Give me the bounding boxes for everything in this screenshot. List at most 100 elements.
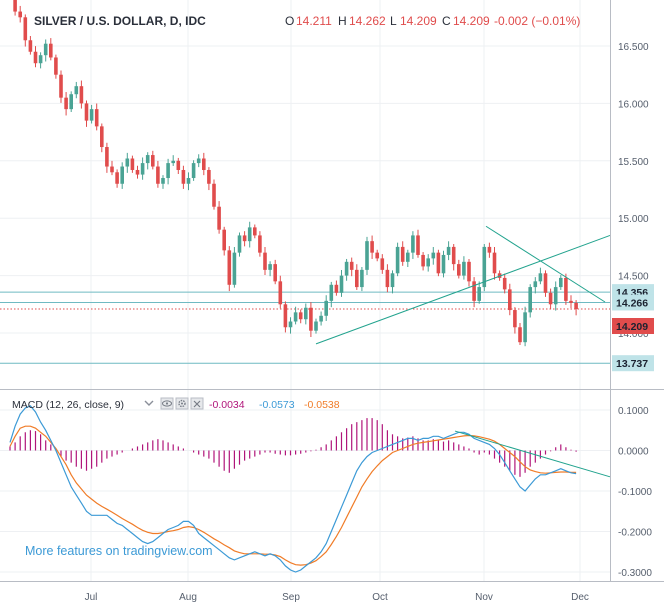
candle [344, 258, 349, 281]
macd-tick-label: -0.2000 [618, 528, 652, 539]
candle [395, 242, 400, 277]
macd-tick-label: -0.1000 [618, 487, 652, 498]
candle [263, 247, 267, 276]
chevron-down-icon[interactable] [144, 400, 154, 406]
candle [538, 267, 543, 285]
candle [273, 259, 277, 285]
candle [329, 281, 334, 308]
candle [161, 175, 165, 189]
candle [421, 252, 425, 271]
candles [13, 0, 578, 347]
candle [191, 160, 196, 181]
candle [523, 306, 527, 347]
candle [69, 91, 73, 113]
candle [574, 300, 578, 316]
candle [411, 231, 415, 259]
candle [64, 92, 68, 116]
candle [258, 231, 262, 257]
candle [283, 301, 288, 333]
macd-trendline[interactable] [454, 430, 611, 478]
candle [380, 254, 385, 274]
candle [553, 281, 558, 311]
macd-legend: MACD (12, 26, close, 9) -0.0034 -0.0573 … [12, 397, 340, 411]
axes[interactable]: 16.500 16.000 15.500 15.000 14.500 14.000 0.10… [85, 42, 653, 603]
close-label: C [442, 14, 451, 28]
candle [298, 309, 303, 324]
price-badge: 13.737 [612, 355, 654, 372]
promo-link[interactable]: More features on tradingview.com [25, 544, 213, 558]
candle [559, 275, 563, 290]
candle [416, 229, 420, 258]
close-icon[interactable] [190, 397, 204, 410]
candle [125, 152, 130, 173]
candle [59, 70, 63, 103]
time-tick-label: Aug [179, 592, 197, 603]
candle [457, 259, 461, 279]
candle [319, 311, 323, 326]
candle [502, 273, 507, 294]
candle [207, 167, 211, 191]
price-tick-label: 15.000 [618, 214, 649, 225]
candle [467, 258, 471, 287]
candle [426, 254, 430, 272]
candle [49, 38, 53, 61]
candle [253, 224, 257, 239]
candle [293, 306, 298, 325]
change-value: -0.002 (−0.01%) [494, 14, 580, 28]
candle [130, 155, 135, 173]
candle [360, 266, 364, 292]
macd-line-value: -0.0573 [259, 399, 295, 411]
candle [513, 307, 517, 334]
symbol-title[interactable]: SILVER / U.S. DOLLAR, D, IDC [34, 14, 206, 28]
time-tick-label: Dec [571, 592, 589, 603]
price-badge: 14.266 [612, 294, 654, 311]
eye-icon[interactable] [160, 397, 174, 410]
candle [232, 247, 237, 288]
candle [242, 231, 247, 247]
candle [487, 242, 492, 258]
candle [278, 275, 283, 309]
candle [314, 318, 318, 334]
gear-icon[interactable] [175, 397, 189, 410]
high-value: 14.262 [349, 14, 386, 28]
candle [451, 244, 456, 271]
candle [176, 157, 181, 175]
price-badge: 14.209 [612, 318, 654, 335]
candle [217, 201, 221, 234]
candle [171, 155, 175, 166]
candle [212, 179, 216, 210]
trendlines[interactable] [315, 225, 611, 478]
macd-hist-value: -0.0034 [209, 399, 245, 411]
candle [370, 235, 374, 259]
open-value: 14.211 [296, 14, 332, 28]
candle [135, 165, 140, 179]
candle [406, 249, 410, 267]
candle [237, 232, 242, 257]
rising-trendline[interactable] [315, 234, 611, 345]
falling-trendline[interactable] [485, 225, 606, 303]
candle [38, 52, 43, 69]
time-tick-label: Sep [282, 592, 300, 603]
svg-text:13.737: 13.737 [616, 358, 648, 370]
open-label: O [285, 14, 294, 28]
candle [390, 270, 395, 294]
candle [309, 302, 313, 338]
svg-text:14.266: 14.266 [616, 297, 648, 309]
candle [166, 158, 170, 185]
candle [482, 244, 487, 292]
candle [477, 281, 481, 304]
candle [334, 280, 339, 296]
candle [120, 162, 124, 189]
candle [140, 157, 145, 180]
price-tick-label: 14.500 [618, 272, 649, 283]
macd-line [9, 405, 577, 573]
candle [100, 123, 104, 153]
macd-title[interactable]: MACD (12, 26, close, 9) [12, 399, 124, 411]
price-tick-label: 16.000 [618, 99, 649, 110]
macd-tick-label: 0.1000 [618, 406, 649, 417]
candle [151, 150, 155, 170]
candle [33, 46, 38, 68]
